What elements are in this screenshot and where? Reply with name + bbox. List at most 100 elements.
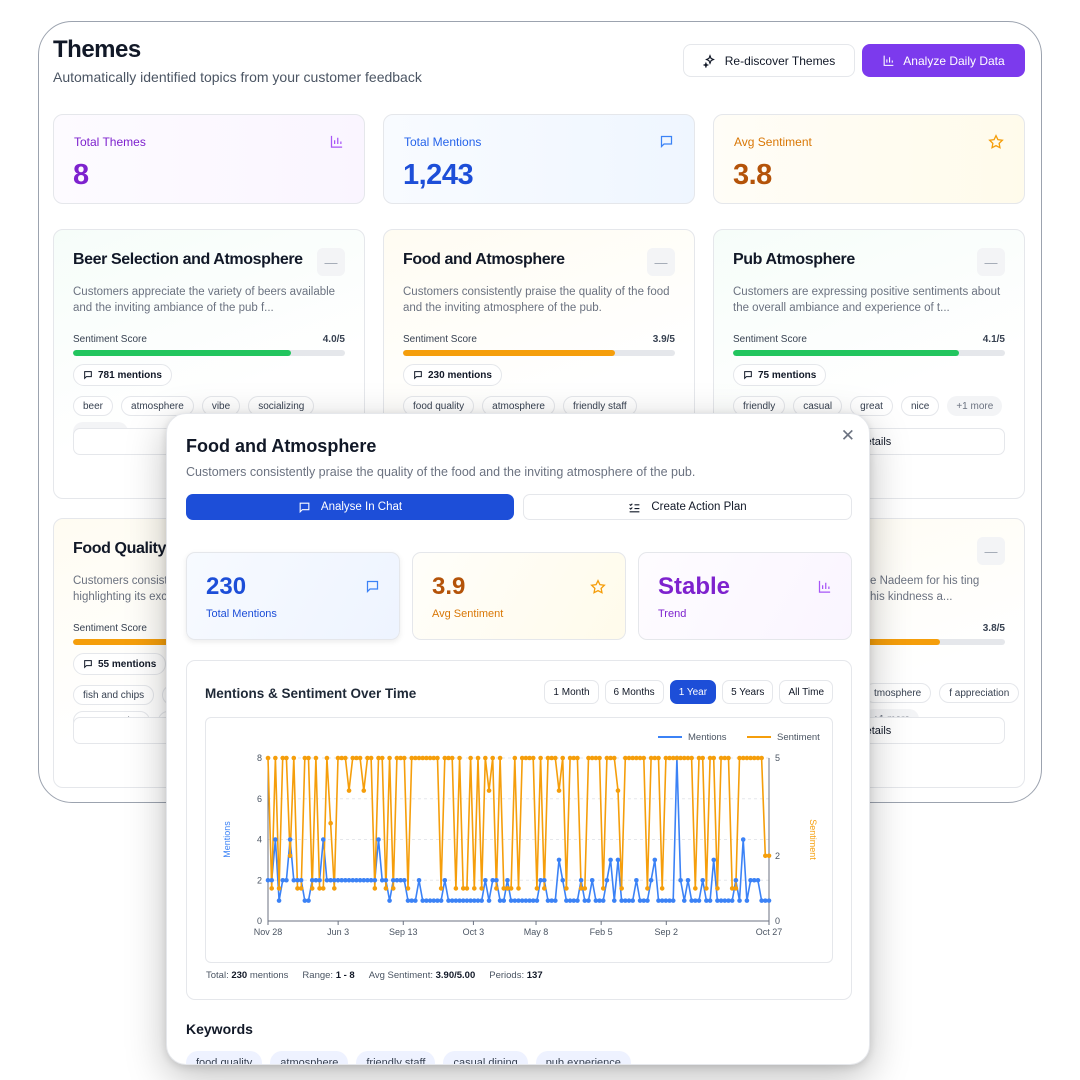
range-1-month-button[interactable]: 1 Month (544, 680, 599, 704)
data-point-mentions (405, 898, 411, 903)
data-point-mentions (427, 898, 433, 903)
create-action-plan-button[interactable]: Create Action Plan (523, 494, 852, 520)
data-point-sentiment (685, 755, 691, 761)
modal-total-mentions-stat: 230 Total Mentions (186, 552, 400, 640)
data-point-sentiment (424, 755, 429, 761)
data-point-mentions (630, 898, 635, 903)
message-icon (84, 660, 92, 669)
data-point-mentions (460, 898, 466, 903)
mentions-count: 230 mentions (428, 369, 492, 381)
sentiment-bar (73, 350, 345, 356)
data-point-mentions (519, 898, 525, 903)
data-point-mentions (343, 877, 348, 883)
data-point-sentiment (634, 755, 639, 761)
data-point-sentiment (586, 755, 591, 761)
data-point-mentions (468, 898, 473, 903)
data-point-sentiment (523, 755, 529, 761)
data-point-mentions (376, 837, 381, 842)
data-point-mentions (298, 877, 304, 883)
data-point-mentions (656, 898, 661, 903)
y-left-tick-label: 8 (257, 753, 262, 763)
data-point-mentions (306, 898, 311, 903)
y-right-tick-label: 0 (775, 916, 780, 926)
data-point-mentions (667, 898, 672, 903)
sentiment-bar-fill (733, 350, 959, 356)
stat-label: Total Mentions (206, 608, 277, 620)
close-icon[interactable]: ✕ (840, 426, 855, 445)
analyze-daily-data-button[interactable]: Analyze Daily Data (862, 44, 1025, 77)
more-tags-badge[interactable]: +1 more (947, 396, 1003, 416)
data-point-mentions (435, 898, 440, 903)
data-point-mentions (483, 877, 488, 883)
data-point-sentiment (663, 755, 669, 761)
y-left-axis-title: Mentions (222, 821, 232, 858)
data-point-mentions (490, 877, 496, 883)
data-point-sentiment (645, 886, 650, 891)
message-icon (84, 371, 92, 380)
data-point-sentiment (413, 755, 418, 761)
data-point-sentiment (402, 755, 407, 761)
tag: f appreciation (939, 683, 1020, 703)
data-point-sentiment (420, 755, 426, 761)
data-point-mentions (313, 877, 319, 883)
legend-label: Sentiment (777, 732, 820, 743)
data-point-sentiment (376, 755, 381, 761)
message-icon (744, 371, 752, 380)
tag: fish and chips (73, 685, 155, 705)
data-point-mentions (350, 877, 356, 883)
keyword-chip[interactable]: casual dining (443, 1051, 528, 1064)
bar-chart-icon (330, 135, 343, 148)
data-point-mentions (324, 877, 330, 883)
data-point-mentions (696, 898, 702, 903)
data-point-mentions (751, 877, 757, 883)
keyword-chip[interactable]: pub experience (535, 1051, 631, 1064)
tag-list: food quality atmosphere friendly staff (403, 396, 683, 416)
sentiment-bar (733, 350, 1005, 356)
data-point-mentions (390, 877, 396, 883)
data-point-mentions (755, 877, 761, 883)
collapse-button[interactable]: — (977, 248, 1005, 276)
data-point-mentions (265, 877, 271, 883)
chart-title: Mentions & Sentiment Over Time (205, 686, 417, 701)
range-6-months-button[interactable]: 6 Months (604, 680, 664, 704)
data-point-sentiment (711, 755, 717, 761)
data-point-sentiment (615, 788, 621, 793)
x-tick-label: Sep 13 (389, 927, 418, 937)
collapse-button[interactable]: — (317, 248, 345, 276)
data-point-mentions (608, 857, 613, 863)
data-point-sentiment (339, 755, 344, 761)
data-point-sentiment (729, 886, 735, 891)
data-point-sentiment (276, 886, 282, 891)
theme-card-description: Customers appreciate the variety of beer… (73, 286, 336, 314)
data-point-sentiment (357, 755, 363, 761)
analyse-in-chat-button[interactable]: Analyse In Chat (186, 494, 514, 520)
data-point-mentions (718, 898, 724, 903)
data-point-mentions (681, 898, 687, 903)
theme-detail-modal: ✕ Food and Atmosphere Customers consiste… (166, 413, 870, 1065)
data-point-mentions (273, 837, 278, 842)
star-icon (590, 579, 606, 594)
data-point-mentions (280, 877, 286, 883)
data-point-sentiment (284, 755, 289, 761)
data-point-mentions (634, 877, 639, 883)
range-1-year-button[interactable]: 1 Year (669, 680, 717, 704)
data-point-mentions (729, 898, 735, 903)
rediscover-themes-button[interactable]: Re-discover Themes (683, 44, 855, 77)
page-title: Themes (53, 36, 141, 63)
data-point-mentions (523, 898, 529, 903)
data-point-sentiment (483, 755, 488, 761)
keyword-chip[interactable]: friendly staff (356, 1051, 436, 1064)
summary-total: Total: 230 mentions (206, 970, 289, 981)
data-point-mentions (589, 877, 595, 883)
range-all-time-button[interactable]: All Time (779, 680, 833, 704)
data-point-mentions (766, 898, 772, 903)
keyword-chip[interactable]: food quality (186, 1051, 263, 1064)
data-point-mentions (475, 898, 481, 903)
collapse-button[interactable]: — (977, 537, 1005, 565)
range-5-years-button[interactable]: 5 Years (722, 680, 774, 704)
collapse-button[interactable]: — (647, 248, 675, 276)
data-point-sentiment (641, 755, 647, 761)
keyword-chip[interactable]: atmosphere (270, 1051, 349, 1064)
data-point-mentions (413, 898, 418, 903)
rediscover-label: Re-discover Themes (724, 53, 836, 68)
